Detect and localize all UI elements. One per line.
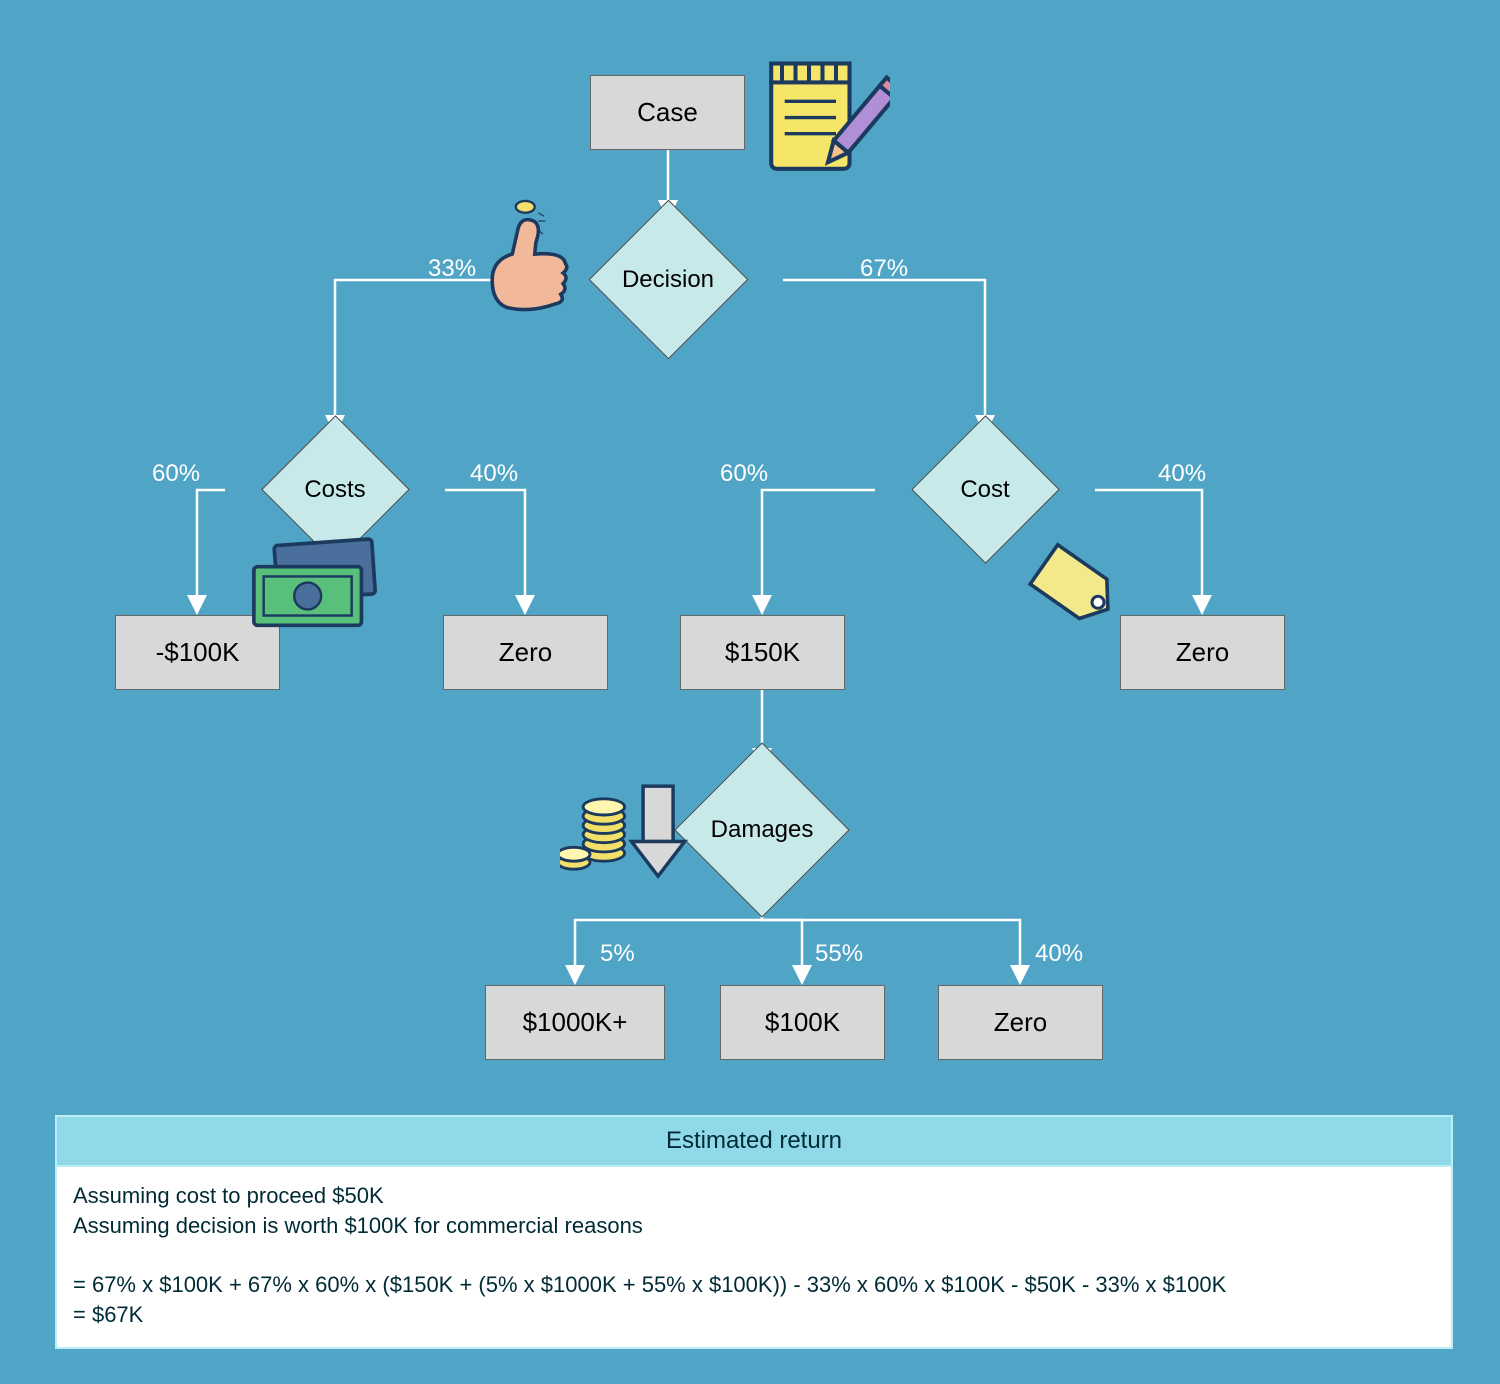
cash-bills-icon — [240, 530, 390, 640]
node-label: Damages — [711, 816, 814, 844]
panel-line — [73, 1240, 1435, 1270]
panel-body: Assuming cost to proceed $50K Assuming d… — [55, 1167, 1453, 1349]
node-label: $1000K+ — [523, 1007, 628, 1038]
price-tag-icon — [1010, 535, 1130, 645]
edge-label: 5% — [600, 940, 635, 968]
notepad-pencil-icon — [755, 50, 890, 185]
node-label: Costs — [304, 476, 365, 504]
panel-line: = $67K — [73, 1300, 1435, 1330]
edge-label: 60% — [152, 460, 200, 488]
edge-label: 33% — [428, 255, 476, 283]
node-label: Cost — [960, 476, 1009, 504]
edge-label: 40% — [1158, 460, 1206, 488]
panel-line: = 67% x $100K + 67% x 60% x ($150K + (5%… — [73, 1270, 1435, 1300]
node-label: $100K — [765, 1007, 840, 1038]
node-costs: Costs — [260, 435, 410, 545]
flowchart-canvas: Case Decision Costs Cost -$100K Zero $15… — [0, 0, 1500, 1384]
node-zero-right: Zero — [1120, 615, 1285, 690]
panel-line: Assuming cost to proceed $50K — [73, 1181, 1435, 1211]
node-zero-bottom: Zero — [938, 985, 1103, 1060]
node-150k: $150K — [680, 615, 845, 690]
node-zero-left: Zero — [443, 615, 608, 690]
panel-header: Estimated return — [55, 1115, 1453, 1167]
edge-label: 67% — [860, 255, 908, 283]
edge-label: 40% — [1035, 940, 1083, 968]
node-decision: Decision — [588, 222, 748, 338]
node-label: Case — [637, 97, 698, 128]
node-label: Decision — [622, 266, 714, 294]
node-label: -$100K — [156, 637, 240, 668]
edge-label: 55% — [815, 940, 863, 968]
node-label: Zero — [1176, 637, 1229, 668]
edge-label: 60% — [720, 460, 768, 488]
panel-line: Assuming decision is worth $100K for com… — [73, 1211, 1435, 1241]
node-1000k: $1000K+ — [485, 985, 665, 1060]
edge-label: 40% — [470, 460, 518, 488]
thumbs-up-coin-icon — [470, 195, 590, 325]
estimated-return-panel: Estimated return Assuming cost to procee… — [55, 1115, 1453, 1349]
node-label: $150K — [725, 637, 800, 668]
node-label: Zero — [994, 1007, 1047, 1038]
coin-stack-down-arrow-icon — [560, 770, 710, 890]
node-100k: $100K — [720, 985, 885, 1060]
node-cost: Cost — [910, 435, 1060, 545]
node-case: Case — [590, 75, 745, 150]
node-label: Zero — [499, 637, 552, 668]
